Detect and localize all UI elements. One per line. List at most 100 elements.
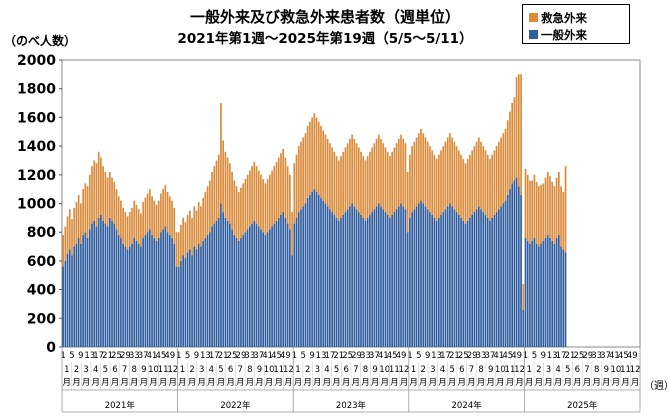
y-tick-label: 2000 [17, 53, 56, 69]
x-month-number: 7 [238, 365, 243, 375]
bar-emergency [140, 213, 142, 247]
bar-general [415, 206, 418, 347]
bar-emergency [264, 183, 267, 236]
bar-general [88, 229, 91, 347]
bar-general [131, 243, 133, 347]
bar-emergency [297, 146, 300, 213]
bar-emergency [211, 171, 213, 227]
x-month-suffix: 月 [101, 378, 110, 388]
bar-general [275, 220, 278, 347]
bar-emergency [191, 217, 193, 256]
bar-emergency [277, 157, 280, 218]
bar-emergency [117, 196, 120, 236]
bar-general [277, 217, 280, 347]
bar-general [540, 243, 542, 347]
bar-emergency [546, 171, 549, 236]
x-month-suffix: 月 [448, 378, 457, 388]
x-month-number: 4 [209, 365, 214, 375]
x-month-number: 2 [189, 365, 194, 375]
bar-emergency [331, 147, 333, 213]
x-month-suffix: 月 [255, 378, 264, 388]
bar-emergency [431, 150, 433, 215]
x-month-suffix: 月 [149, 378, 158, 388]
x-month-suffix: 月 [400, 378, 409, 388]
bar-emergency [80, 203, 82, 244]
x-week-tick-label: 49 [396, 351, 407, 361]
bar-general [346, 209, 349, 347]
x-month-number: 11 [389, 365, 400, 375]
bar-emergency [464, 163, 467, 224]
bar-general [264, 235, 267, 347]
bar-general [262, 232, 265, 347]
bar-general [395, 209, 398, 347]
bar-emergency [533, 174, 536, 238]
bar-emergency [475, 141, 478, 210]
x-week-tick-label: 13 [547, 351, 558, 361]
bar-general [360, 214, 362, 347]
bar-general [475, 209, 478, 347]
bar-emergency [282, 148, 285, 213]
bar-general [173, 243, 176, 347]
x-month-suffix: 月 [323, 378, 332, 388]
x-month-suffix: 月 [120, 378, 129, 388]
bar-emergency [324, 134, 327, 204]
bar-general [293, 223, 296, 347]
bar-general [411, 212, 413, 347]
x-week-tick-label: 1 [292, 351, 297, 361]
x-year-label: 2022年 [220, 400, 251, 411]
bar-emergency [422, 133, 425, 204]
bar-general [544, 237, 547, 347]
bar-emergency [522, 283, 525, 310]
bar-general [240, 237, 242, 347]
x-week-tick-label: 33 [591, 351, 602, 361]
bar-emergency [164, 184, 167, 227]
bar-emergency [402, 138, 405, 207]
bar-general [171, 237, 173, 347]
x-week-tick-label: 49 [627, 351, 638, 361]
x-month-suffix: 月 [63, 378, 72, 388]
bar-general [335, 217, 338, 347]
bar-general [311, 192, 313, 347]
x-month-number: 7 [122, 365, 127, 375]
bar-emergency [469, 154, 471, 218]
bar-general [217, 217, 220, 347]
bar-emergency [437, 154, 440, 218]
bar-general [104, 223, 107, 347]
bar-general [551, 240, 554, 347]
bar-emergency [555, 177, 558, 238]
bar-emergency [100, 157, 102, 215]
x-week-tick-label: 49 [511, 351, 522, 361]
bar-emergency [320, 126, 322, 198]
bar-general [188, 249, 191, 347]
bar-emergency [471, 150, 474, 215]
bar-emergency [275, 161, 278, 221]
x-month-number: 12 [630, 365, 641, 375]
legend: 救急外来 一般外来 [522, 4, 630, 44]
bar-emergency [520, 74, 522, 195]
bar-emergency [246, 174, 249, 230]
bar-general [366, 217, 369, 347]
x-week-tick-label: 1 [60, 351, 65, 361]
bar-general [244, 232, 247, 347]
bar-emergency [424, 137, 427, 207]
x-month-number: 4 [555, 365, 560, 375]
x-month-suffix: 月 [467, 378, 476, 388]
bar-general [429, 212, 431, 347]
bar-emergency [380, 138, 382, 207]
bar-general [95, 226, 98, 347]
bar-general [202, 240, 205, 347]
x-month-suffix: 月 [429, 378, 438, 388]
bar-general [337, 220, 340, 347]
bar-emergency [222, 140, 225, 213]
bar-emergency [197, 202, 200, 244]
bar-emergency [131, 207, 133, 244]
x-week-tick-label: 41 [378, 351, 389, 361]
bar-general [535, 243, 538, 347]
bar-emergency [148, 189, 151, 230]
bar-emergency [449, 133, 451, 204]
x-month-number: 8 [247, 365, 252, 375]
x-week-tick-label: 37 [138, 351, 149, 361]
bar-emergency [353, 138, 356, 207]
plot-frame [61, 59, 641, 348]
bar-general [197, 243, 200, 347]
